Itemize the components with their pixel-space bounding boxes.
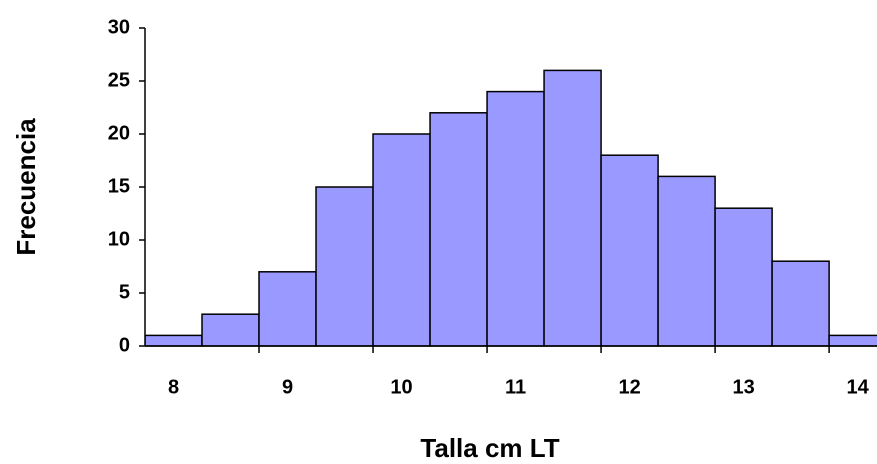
bar: [657, 175, 716, 347]
y-tick-label: 15: [108, 175, 130, 197]
x-axis-title: Talla cm LT: [420, 433, 559, 463]
y-tick-label: 30: [108, 16, 130, 38]
x-tick-label: 14: [846, 376, 869, 398]
bar: [828, 334, 877, 347]
x-tick-label: 9: [282, 376, 293, 398]
bar: [258, 271, 317, 347]
bar: [201, 313, 260, 347]
y-tick-label: 10: [108, 228, 130, 250]
x-tick-label: 8: [168, 376, 179, 398]
bar: [600, 154, 659, 347]
y-axis-title: Frecuencia: [11, 118, 41, 256]
bars: [145, 69, 877, 347]
y-tick-label: 0: [119, 334, 130, 356]
bar: [771, 260, 830, 347]
bar: [486, 90, 545, 347]
bar: [429, 112, 488, 347]
y-tick-label: 20: [108, 122, 130, 144]
bar: [372, 133, 431, 347]
x-tick-label: 10: [390, 376, 412, 398]
bar: [543, 69, 602, 347]
bar: [145, 334, 203, 347]
bar: [315, 186, 374, 347]
x-tick-label: 12: [618, 376, 640, 398]
bar: [714, 207, 773, 347]
y-tick-label: 5: [119, 281, 130, 303]
y-tick-label: 25: [108, 69, 130, 91]
x-tick-label: 11: [505, 376, 526, 398]
x-tick-label: 13: [732, 376, 754, 398]
